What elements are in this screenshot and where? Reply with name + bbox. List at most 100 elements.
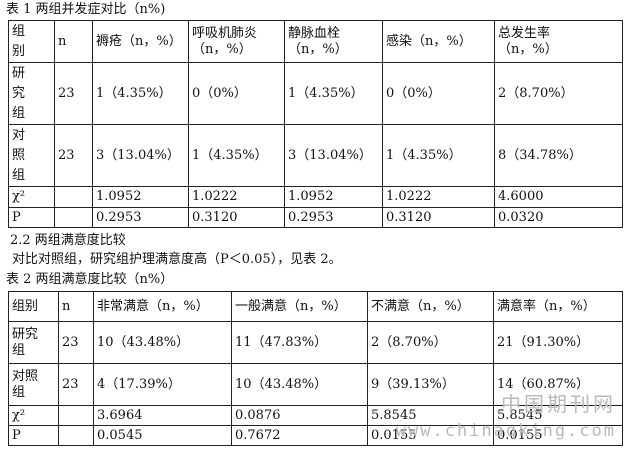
cell: 1.0952 bbox=[92, 186, 189, 208]
cell: 0.7672 bbox=[231, 425, 368, 446]
cell: 2（8.70%） bbox=[367, 321, 494, 364]
row-label-lines: χ² bbox=[12, 408, 58, 424]
text-line: 究 bbox=[12, 85, 26, 101]
cell: 10（43.48%） bbox=[93, 321, 232, 364]
cell-n bbox=[58, 405, 94, 426]
header-bedsore: 褥疮（n，%） bbox=[92, 20, 189, 63]
row-label: 对照组 bbox=[8, 363, 59, 406]
table2-satisfaction: 组别 n 非常满意（n，%） 一般满意（n，%） 不满意（n，%） 满意率（n，… bbox=[8, 291, 623, 446]
header-group: 组别 bbox=[8, 20, 55, 63]
cell: 0.0545 bbox=[93, 425, 232, 446]
paragraph: 对比对照组，研究组护理满意度高（P＜0.05），见表 2。 bbox=[12, 252, 342, 267]
cell-n bbox=[58, 425, 94, 446]
cell: 3（13.04%） bbox=[92, 124, 189, 187]
table-row: 研究组 23 1（4.35%） 0（0%） 1（4.35%） 0（0%） 2（8… bbox=[8, 62, 623, 125]
cell-n: 23 bbox=[54, 124, 93, 187]
cell: 21（91.30%） bbox=[493, 321, 623, 364]
cell: 0.2953 bbox=[92, 207, 189, 228]
header-very-satisfied: 非常满意（n，%） bbox=[93, 291, 232, 322]
cell: 0（0%） bbox=[382, 62, 495, 125]
cell: 0.0320 bbox=[494, 207, 623, 228]
text-line: 研 bbox=[12, 65, 26, 81]
table-row: 对照组 23 4（17.39%） 10（43.48%） 9（39.13%） 14… bbox=[8, 363, 623, 406]
cell: 0（0%） bbox=[188, 62, 285, 125]
cell: 5.8545 bbox=[367, 405, 494, 426]
header-generally-satisfied: 一般满意（n，%） bbox=[231, 291, 368, 322]
cell: 1.0222 bbox=[382, 186, 495, 208]
cell: 0.0876 bbox=[231, 405, 368, 426]
header-dissatisfied: 不满意（n，%） bbox=[367, 291, 494, 322]
text-line: χ² bbox=[12, 407, 26, 423]
header-n: n bbox=[58, 291, 94, 322]
header-n: n bbox=[54, 20, 93, 63]
row-label: χ² bbox=[8, 405, 59, 426]
section-title: 2.2 两组满意度比较 bbox=[10, 233, 126, 248]
table-row: χ² 1.0952 1.0222 1.0952 1.0222 4.6000 bbox=[8, 186, 623, 208]
cell-n: 23 bbox=[54, 62, 93, 125]
text-line: 组 bbox=[12, 23, 26, 39]
header-bedsore-lines: 褥疮（n，%） bbox=[96, 34, 188, 50]
text-line: （n，%） bbox=[498, 41, 558, 57]
cell-n: 23 bbox=[58, 321, 94, 364]
text-line: 别 bbox=[12, 43, 26, 59]
cell: 1.0952 bbox=[284, 186, 383, 208]
text-line: P bbox=[12, 427, 21, 443]
cell: 3（13.04%） bbox=[284, 124, 383, 187]
cell: 0.0155 bbox=[367, 425, 494, 446]
table1-caption: 表 1 两组并发症对比（n%) bbox=[6, 2, 166, 17]
header-thrombosis-lines: 静脉血栓 （n，%） bbox=[288, 26, 382, 58]
text-line: χ² bbox=[12, 189, 26, 204]
header-infection: 感染（n，%） bbox=[382, 20, 495, 63]
row-label-lines: 对照组 bbox=[12, 126, 54, 186]
text-line: 静脉血栓 bbox=[288, 25, 341, 41]
row-label: 研究组 bbox=[8, 321, 59, 364]
text-line: 总发生率 bbox=[498, 25, 551, 41]
text-line: 组 bbox=[12, 342, 26, 358]
cell: 11（47.83%） bbox=[231, 321, 368, 364]
cell: 1（4.35%） bbox=[92, 62, 189, 125]
text-line: 组 bbox=[12, 105, 26, 121]
row-label: P bbox=[8, 207, 55, 228]
text-line: （n，%） bbox=[288, 41, 348, 57]
cell-n bbox=[54, 186, 93, 208]
table-row: 研究组 23 10（43.48%） 11（47.83%） 2（8.70%） 21… bbox=[8, 321, 623, 364]
cell: 0.0155 bbox=[493, 425, 623, 446]
header-ventilator-pneumonia: 呼吸机肺炎 （n，%） bbox=[188, 20, 285, 63]
cell: 8（34.78%） bbox=[494, 124, 623, 187]
text-line: 组 bbox=[12, 384, 26, 400]
cell: 1.0222 bbox=[188, 186, 285, 208]
cell: 0.3120 bbox=[382, 207, 495, 228]
cell: 1（4.35%） bbox=[382, 124, 495, 187]
table-row: 对照组 23 3（13.04%） 1（4.35%） 3（13.04%） 1（4.… bbox=[8, 124, 623, 187]
cell: 2（8.70%） bbox=[494, 62, 623, 125]
text-line: P bbox=[12, 209, 21, 225]
header-total-rate: 总发生率 （n，%） bbox=[494, 20, 623, 63]
row-label-lines: 对照组 bbox=[12, 369, 58, 401]
text-line: 照 bbox=[12, 147, 26, 163]
row-label-lines: P bbox=[12, 428, 58, 444]
cell: 9（39.13%） bbox=[367, 363, 494, 406]
header-total-lines: 总发生率 （n，%） bbox=[498, 26, 622, 58]
table-row: P 0.0545 0.7672 0.0155 0.0155 bbox=[8, 425, 623, 446]
cell: 0.3120 bbox=[188, 207, 285, 228]
text-line: 研究 bbox=[12, 326, 39, 342]
row-label: 研究组 bbox=[8, 62, 55, 125]
table1-header-row: 组别 n 褥疮（n，%） 呼吸机肺炎 （n，%） 静脉血栓 （n，%） 感染（n，%… bbox=[8, 20, 623, 63]
row-label-lines: P bbox=[12, 210, 54, 226]
text-line: （n，%） bbox=[192, 41, 252, 57]
cell: 0.2953 bbox=[284, 207, 383, 228]
cell-n bbox=[54, 207, 93, 228]
table2-header-row: 组别 n 非常满意（n，%） 一般满意（n，%） 不满意（n，%） 满意率（n，… bbox=[8, 291, 623, 322]
row-label-lines: 研究组 bbox=[12, 64, 54, 124]
text-line: 感染（n，%） bbox=[386, 33, 472, 49]
text-line: 组 bbox=[12, 167, 26, 183]
cell: 10（43.48%） bbox=[231, 363, 368, 406]
row-label-lines: χ² bbox=[12, 189, 54, 205]
text-line: 对 bbox=[12, 127, 26, 143]
cell: 4（17.39%） bbox=[93, 363, 232, 406]
text-line: 对照 bbox=[12, 368, 39, 384]
row-label: χ² bbox=[8, 186, 55, 208]
cell-n: 23 bbox=[58, 363, 94, 406]
table2-caption: 表 2 两组满意度比较（n%） bbox=[6, 272, 174, 287]
table-row: P 0.2953 0.3120 0.2953 0.3120 0.0320 bbox=[8, 207, 623, 228]
